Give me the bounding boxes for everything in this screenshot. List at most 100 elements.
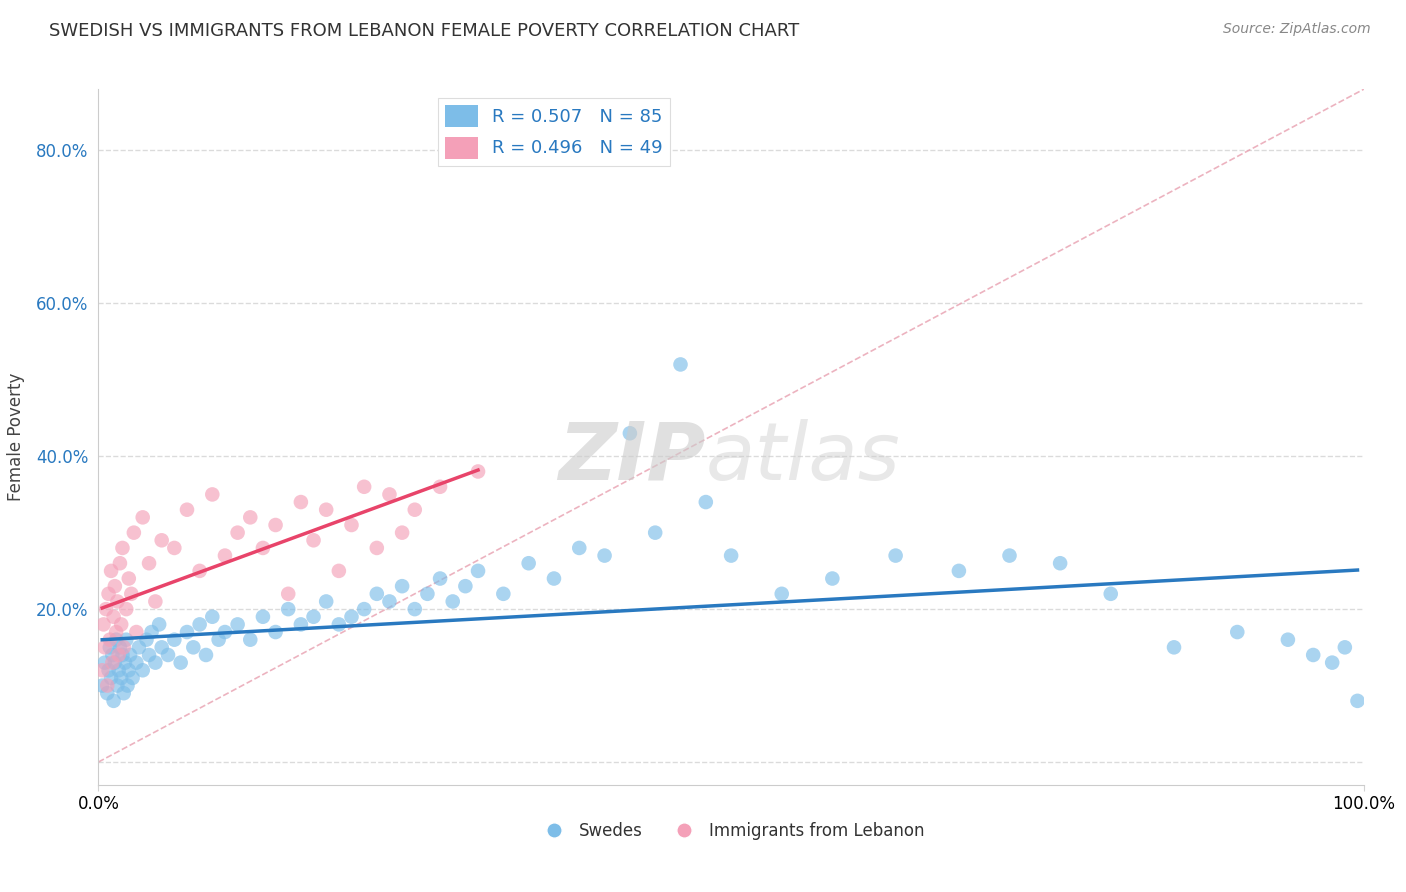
Point xyxy=(378,487,401,501)
Point xyxy=(125,625,148,640)
Point xyxy=(208,632,231,647)
Point xyxy=(264,625,287,640)
Point xyxy=(429,572,451,586)
Text: SWEDISH VS IMMIGRANTS FROM LEBANON FEMALE POVERTY CORRELATION CHART: SWEDISH VS IMMIGRANTS FROM LEBANON FEMAL… xyxy=(49,22,800,40)
Point xyxy=(114,656,136,670)
Point xyxy=(105,632,128,647)
Point xyxy=(110,671,132,685)
Point xyxy=(441,594,464,608)
Point xyxy=(107,594,129,608)
Point xyxy=(101,656,124,670)
Point xyxy=(148,617,170,632)
Point xyxy=(315,594,337,608)
Point xyxy=(115,602,138,616)
Point xyxy=(93,640,117,655)
Point xyxy=(391,579,413,593)
Point xyxy=(884,549,907,563)
Point xyxy=(120,587,142,601)
Point xyxy=(101,648,124,662)
Point xyxy=(201,487,224,501)
Point xyxy=(100,564,122,578)
Point xyxy=(100,671,122,685)
Point xyxy=(104,656,127,670)
Point xyxy=(188,564,211,578)
Point xyxy=(290,617,312,632)
Point xyxy=(98,640,121,655)
Point xyxy=(467,465,489,479)
Point xyxy=(277,587,299,601)
Point xyxy=(132,663,155,677)
Point xyxy=(517,556,540,570)
Point xyxy=(108,556,131,570)
Point xyxy=(169,656,191,670)
Point xyxy=(1163,640,1185,655)
Point xyxy=(302,533,325,548)
Point xyxy=(214,625,236,640)
Point xyxy=(135,632,157,647)
Point xyxy=(226,617,249,632)
Point xyxy=(91,663,114,677)
Point xyxy=(117,679,139,693)
Point xyxy=(1333,640,1355,655)
Point xyxy=(429,480,451,494)
Point xyxy=(145,656,166,670)
Text: atlas: atlas xyxy=(706,419,901,497)
Point xyxy=(619,426,641,441)
Point xyxy=(112,640,135,655)
Point xyxy=(593,549,616,563)
Point xyxy=(340,609,363,624)
Point xyxy=(104,579,127,593)
Point xyxy=(404,602,426,616)
Legend: Swedes, Immigrants from Lebanon: Swedes, Immigrants from Lebanon xyxy=(530,815,932,847)
Point xyxy=(366,541,388,555)
Point xyxy=(157,648,180,662)
Point xyxy=(96,679,118,693)
Point xyxy=(340,518,363,533)
Point xyxy=(1277,632,1299,647)
Point xyxy=(107,679,129,693)
Point xyxy=(720,549,742,563)
Point xyxy=(328,564,350,578)
Point xyxy=(176,625,198,640)
Point xyxy=(1302,648,1324,662)
Point xyxy=(1322,656,1344,670)
Point xyxy=(163,541,186,555)
Point xyxy=(252,609,274,624)
Point xyxy=(105,625,128,640)
Point xyxy=(103,694,125,708)
Point xyxy=(107,648,129,662)
Point xyxy=(188,617,211,632)
Point xyxy=(998,549,1021,563)
Point xyxy=(1226,625,1249,640)
Point xyxy=(644,525,666,540)
Point xyxy=(97,663,120,677)
Point xyxy=(111,541,134,555)
Point xyxy=(176,502,198,516)
Point xyxy=(315,502,337,516)
Point xyxy=(138,556,160,570)
Point xyxy=(132,510,155,524)
Point xyxy=(201,609,224,624)
Point xyxy=(226,525,249,540)
Point xyxy=(97,587,120,601)
Point xyxy=(115,632,138,647)
Point xyxy=(128,640,150,655)
Point xyxy=(1347,694,1369,708)
Point xyxy=(214,549,236,563)
Point xyxy=(821,572,844,586)
Y-axis label: Female Poverty: Female Poverty xyxy=(7,373,25,501)
Point xyxy=(118,663,141,677)
Point xyxy=(118,572,141,586)
Point xyxy=(467,564,489,578)
Point xyxy=(194,648,218,662)
Point xyxy=(1099,587,1122,601)
Point xyxy=(98,632,121,647)
Point xyxy=(96,686,118,700)
Point xyxy=(695,495,717,509)
Point xyxy=(93,656,117,670)
Point xyxy=(138,648,160,662)
Point xyxy=(111,648,134,662)
Point xyxy=(121,671,143,685)
Point xyxy=(378,594,401,608)
Point xyxy=(108,640,131,655)
